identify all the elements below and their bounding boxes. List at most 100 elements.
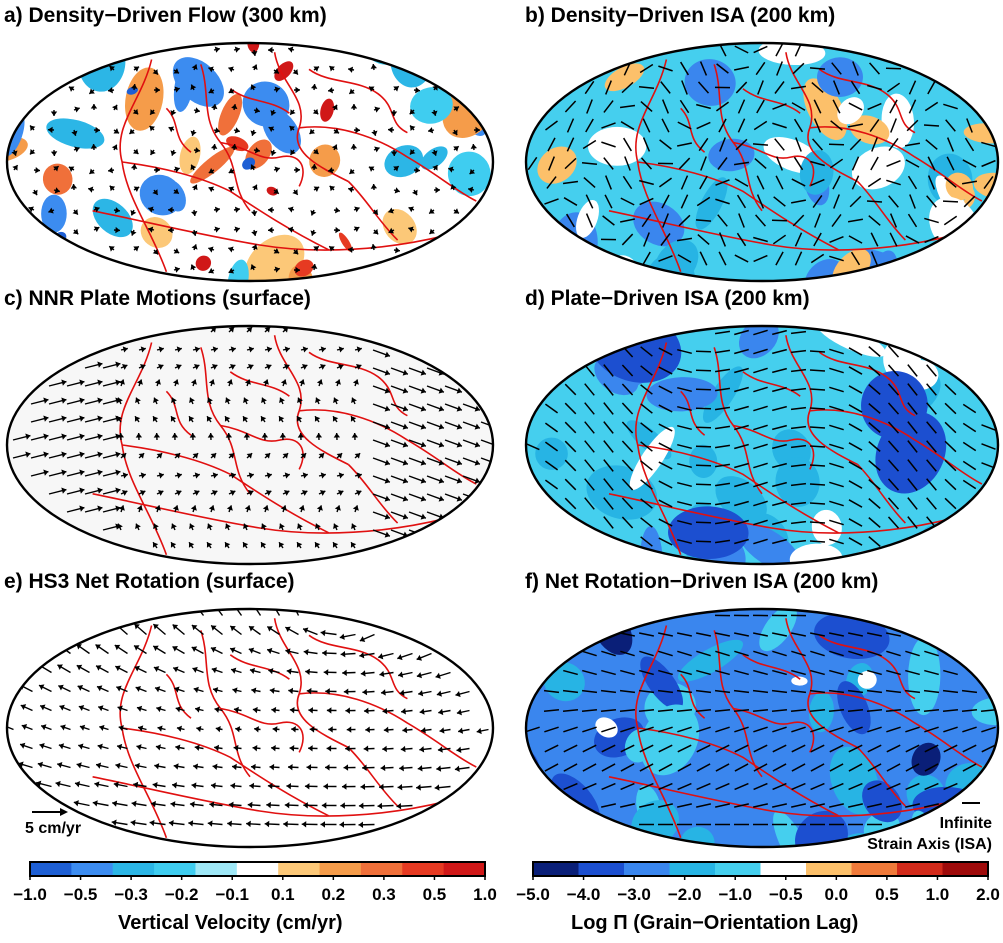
arrow-head	[111, 144, 118, 151]
arrow-head	[149, 819, 155, 827]
isa-stick	[661, 118, 670, 133]
isa-stick	[812, 194, 823, 209]
arrow-head	[409, 108, 416, 115]
arrow-head	[291, 726, 296, 733]
arrow-head	[278, 416, 285, 422]
isa-stick	[754, 158, 767, 169]
arrow-head	[97, 433, 103, 440]
arrow-head	[436, 690, 442, 697]
arrow-head	[196, 725, 202, 733]
isa-stick	[981, 744, 996, 753]
arrow-head	[12, 165, 18, 171]
isa-stick	[657, 689, 674, 694]
isa-stick	[696, 121, 711, 130]
arrow-head	[225, 433, 233, 438]
isa-stick	[696, 632, 711, 637]
isa-stick	[603, 516, 614, 529]
arrow-head	[355, 364, 362, 370]
isa-stick	[658, 255, 673, 262]
arrow-head	[250, 164, 257, 171]
lag-region	[773, 810, 813, 847]
isa-stick	[734, 538, 749, 545]
arrow-head	[122, 472, 128, 479]
isa-stick	[563, 782, 578, 791]
arrow-head	[250, 84, 257, 90]
lag-swatch	[806, 862, 852, 876]
isa-stick	[640, 536, 653, 547]
isa-stick	[943, 103, 958, 110]
arrow-head	[308, 707, 313, 714]
isa-stick	[904, 142, 921, 147]
isa-stick	[583, 176, 596, 189]
arrow-head	[309, 128, 315, 134]
isa-stick	[586, 99, 593, 114]
isa-stick	[962, 403, 977, 414]
arrow-head	[243, 523, 249, 530]
velocity-anomaly	[140, 217, 173, 248]
isa-stick	[756, 175, 765, 190]
isa-stick	[699, 175, 708, 190]
isa-stick	[772, 386, 787, 393]
isa-stick	[887, 497, 900, 510]
isa-stick	[848, 442, 863, 451]
isa-stick	[677, 142, 692, 147]
arrow-head	[37, 761, 44, 768]
arrow-head	[250, 763, 256, 771]
arrow-head	[319, 490, 326, 496]
plate-boundary	[92, 493, 447, 534]
isa-stick	[677, 650, 692, 657]
arrow-head	[138, 453, 145, 459]
isa-stick	[848, 803, 863, 808]
arrow-head	[76, 644, 82, 650]
isa-stick	[850, 251, 861, 266]
isa-stick	[829, 650, 844, 657]
lag-region	[684, 59, 736, 106]
velocity-tick-label: 0.3	[372, 885, 396, 904]
arrow-head	[415, 87, 420, 94]
velocity-anomaly	[41, 194, 67, 233]
arrow-head	[79, 505, 85, 512]
arrow-head	[416, 784, 421, 791]
isa-stick	[981, 141, 996, 148]
arrow-head	[288, 687, 294, 695]
arrow-head	[252, 706, 258, 714]
velocity-tick-label: −0.2	[165, 885, 199, 904]
isa-stick	[924, 650, 939, 657]
arrow-head	[79, 487, 85, 494]
arrow-head	[228, 267, 235, 274]
isa-stick	[718, 232, 727, 247]
plate-boundary	[733, 707, 815, 753]
arrow-head	[244, 505, 251, 511]
isa-stick	[867, 177, 882, 188]
arrow-head	[189, 523, 195, 530]
velocity-swatch	[195, 862, 238, 876]
plate-boundary	[809, 126, 983, 202]
isa-stick	[715, 744, 730, 753]
arrow-head	[168, 126, 175, 133]
arrow-head	[173, 68, 179, 74]
isa-stick	[602, 215, 615, 226]
isa-stick	[527, 156, 538, 171]
isa-stick	[756, 194, 765, 209]
arrow-head	[333, 523, 339, 530]
arrow-head	[121, 364, 128, 370]
isa-stick	[696, 744, 711, 753]
arrow-head	[172, 646, 178, 652]
arrow-head	[174, 686, 180, 693]
arrow-head	[155, 166, 160, 174]
arrow-head	[419, 746, 425, 753]
arrow-head	[334, 505, 341, 511]
isa-stick	[638, 689, 655, 694]
arrow-head	[157, 725, 163, 732]
isa-stick	[810, 632, 825, 637]
arrow-head	[362, 764, 367, 771]
isa-stick	[677, 632, 692, 637]
arrow-head	[287, 764, 293, 771]
arrow-head	[438, 423, 444, 430]
isa-stick	[886, 782, 901, 791]
plate-boundary	[92, 776, 447, 817]
isa-stick	[619, 709, 636, 712]
isa-stick	[639, 763, 654, 772]
arrow-head	[55, 780, 61, 788]
isa-stick	[642, 137, 651, 152]
